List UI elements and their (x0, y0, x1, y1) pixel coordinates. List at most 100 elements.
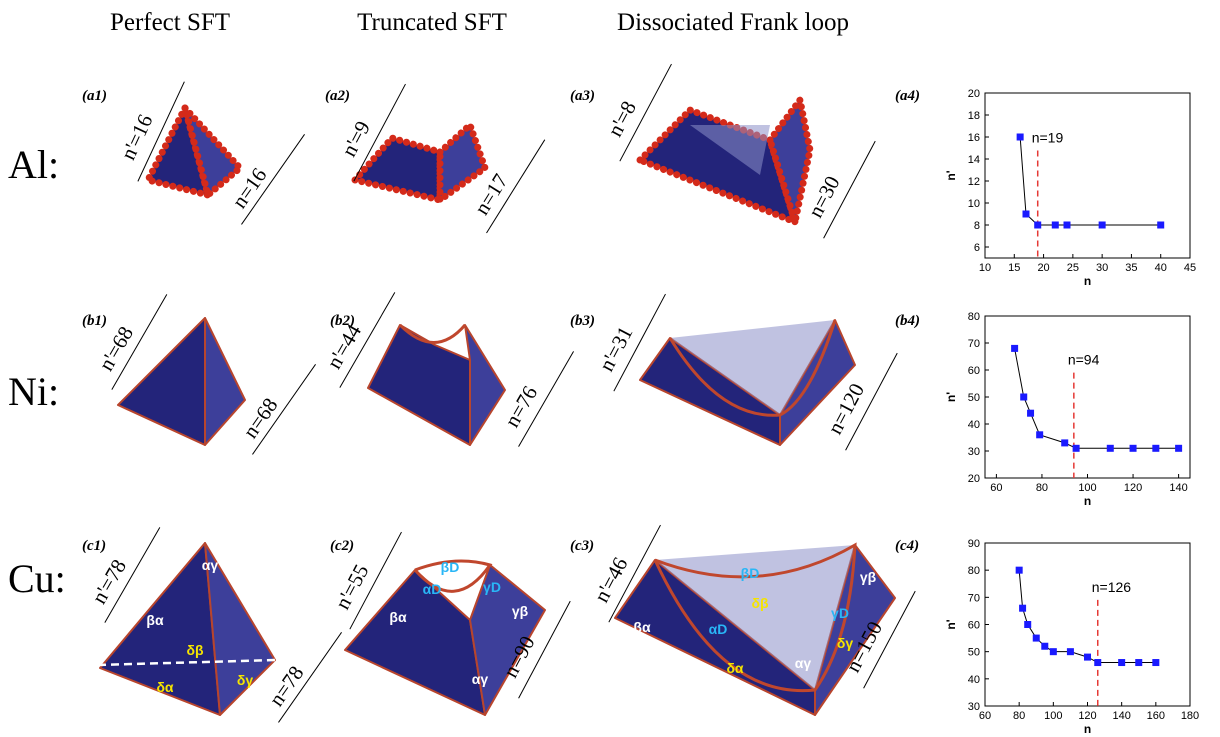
y-tick-label: 14 (968, 154, 980, 166)
point (1041, 643, 1048, 650)
annotation: n=94 (1068, 352, 1100, 368)
plot-frame (985, 316, 1190, 478)
face-label: δβ (186, 642, 203, 658)
face-label: δα (156, 679, 173, 695)
face (465, 325, 505, 445)
point (1036, 431, 1043, 438)
y-tick-label: 80 (968, 565, 980, 577)
x-tick-label: 45 (1184, 262, 1196, 274)
dimension-label: n=78 (264, 661, 309, 710)
panel-label: (b1) (82, 313, 107, 329)
dimension-label: n'=78 (87, 555, 131, 608)
y-axis-label: n' (944, 392, 958, 402)
panel-label: (c2) (330, 538, 354, 554)
panel-label: (a4) (895, 88, 920, 104)
point (1152, 659, 1159, 666)
y-tick-label: 80 (968, 311, 980, 323)
dimension-label: n=30 (803, 172, 845, 222)
dimension-label: n'=44 (322, 320, 367, 373)
annotation: n=19 (1032, 130, 1064, 146)
point (1094, 659, 1101, 666)
point (1135, 659, 1142, 666)
point (1064, 222, 1071, 229)
y-tick-label: 10 (968, 198, 980, 210)
face-label: βα (146, 612, 164, 628)
dimension-label: n'=9 (337, 117, 375, 161)
y-axis-label: n' (944, 170, 958, 180)
x-tick-label: 100 (1078, 482, 1096, 494)
y-tick-label: 50 (968, 392, 980, 404)
y-tick-label: 30 (968, 701, 980, 713)
point (1084, 654, 1091, 661)
row-label: Ni: (8, 369, 59, 414)
point (1020, 394, 1027, 401)
y-tick-label: 6 (974, 242, 980, 254)
panel-label: (c4) (895, 538, 919, 554)
x-tick-label: 80 (1013, 710, 1025, 722)
face-label: δγ (837, 635, 853, 651)
point (1017, 134, 1024, 141)
dimension-label: n'=16 (116, 111, 158, 164)
y-tick-label: 90 (968, 538, 980, 550)
face-label: βD (741, 565, 760, 581)
point (1152, 445, 1159, 452)
face-label: βD (441, 559, 460, 575)
plot-frame (985, 93, 1190, 258)
point (1033, 635, 1040, 642)
face-label: βα (633, 619, 651, 635)
y-tick-label: 70 (968, 592, 980, 604)
column-header: Perfect SFT (110, 9, 230, 36)
x-tick-label: 100 (1044, 710, 1062, 722)
face (470, 565, 545, 715)
x-tick-label: 40 (1155, 262, 1167, 274)
x-axis-label: n (1084, 274, 1091, 288)
face-label: αD (709, 621, 728, 637)
face-label: γD (483, 579, 501, 595)
face (368, 325, 470, 445)
y-axis-label: n' (944, 619, 958, 629)
panel-label: (b3) (570, 313, 595, 329)
point (1107, 445, 1114, 452)
point (1011, 345, 1018, 352)
x-tick-label: 180 (1181, 710, 1199, 722)
face-label: αγ (795, 655, 812, 671)
panel-label: (a2) (325, 88, 350, 104)
row-label: Cu: (8, 556, 66, 601)
x-tick-label: 30 (1096, 262, 1108, 274)
face-label: αD (423, 581, 442, 597)
point (1118, 659, 1125, 666)
dimension-label: n=76 (500, 382, 542, 432)
face (440, 125, 485, 200)
y-tick-label: 60 (968, 365, 980, 377)
face-label: γβ (512, 603, 529, 619)
point (1052, 222, 1059, 229)
x-tick-label: 60 (990, 482, 1002, 494)
y-tick-label: 12 (968, 176, 980, 188)
face (345, 570, 485, 715)
point (1024, 621, 1031, 628)
point (1034, 222, 1041, 229)
point (1061, 439, 1068, 446)
point (1175, 445, 1182, 452)
figure: Perfect SFT Truncated SFT Dissociated Fr… (0, 0, 1220, 737)
y-tick-label: 40 (968, 674, 980, 686)
x-tick-label: 20 (1037, 262, 1049, 274)
x-tick-label: 35 (1125, 262, 1137, 274)
panel-label: (a3) (570, 88, 595, 104)
panel-label: (a1) (82, 88, 107, 104)
y-tick-label: 20 (968, 473, 980, 485)
x-tick-label: 10 (979, 262, 991, 274)
point (1130, 445, 1137, 452)
face-label: γβ (247, 592, 264, 608)
face-label: γD (831, 605, 849, 621)
face-label: βα (389, 609, 407, 625)
face (355, 138, 440, 200)
x-tick-label: 140 (1112, 710, 1130, 722)
point (1157, 222, 1164, 229)
x-tick-label: 160 (1147, 710, 1165, 722)
y-tick-label: 40 (968, 419, 980, 431)
y-tick-label: 18 (968, 110, 980, 122)
series-line (1019, 570, 1156, 662)
x-axis-label: n (1084, 494, 1091, 508)
face-label: δβ (751, 595, 768, 611)
